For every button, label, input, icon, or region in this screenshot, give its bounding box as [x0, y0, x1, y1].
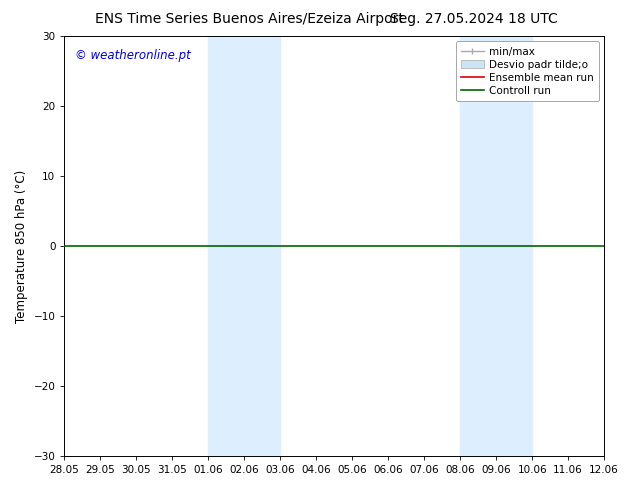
Y-axis label: Temperature 850 hPa (°C): Temperature 850 hPa (°C): [15, 170, 28, 323]
Text: ENS Time Series Buenos Aires/Ezeiza Airport: ENS Time Series Buenos Aires/Ezeiza Airp…: [95, 12, 404, 26]
Bar: [460, 36, 532, 456]
Bar: [209, 36, 280, 456]
Legend: min/max, Desvio padr tilde;o, Ensemble mean run, Controll run: min/max, Desvio padr tilde;o, Ensemble m…: [456, 41, 599, 101]
Text: © weatheronline.pt: © weatheronline.pt: [75, 49, 191, 62]
Text: Seg. 27.05.2024 18 UTC: Seg. 27.05.2024 18 UTC: [390, 12, 558, 26]
